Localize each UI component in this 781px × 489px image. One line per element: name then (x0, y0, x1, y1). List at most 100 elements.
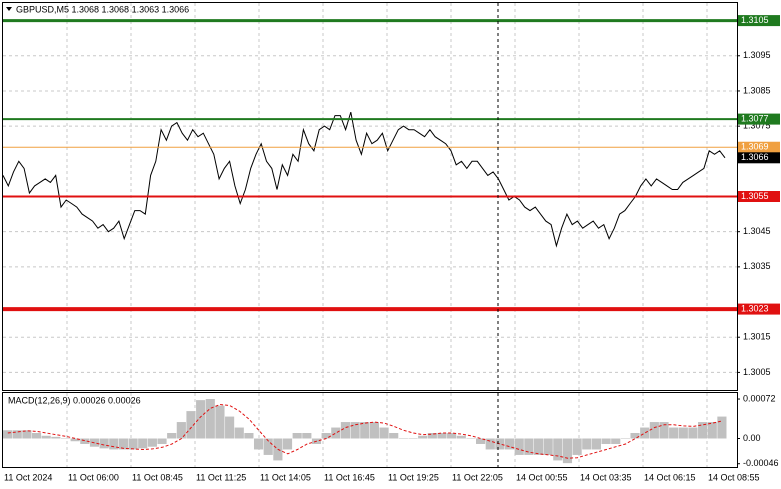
x-tick-label: 11 Oct 08:45 (132, 472, 183, 482)
histogram-bar (620, 438, 630, 439)
histogram-bar (22, 430, 32, 439)
level-label: 1.3055 (741, 191, 769, 201)
histogram-bar (553, 438, 563, 461)
histogram-bar (447, 433, 457, 439)
level-label-box (738, 191, 780, 202)
histogram-bar (514, 438, 524, 455)
x-tick-label: 14 Oct 00:55 (516, 472, 568, 482)
level-label: 1.3069 (741, 142, 769, 152)
price-panel-border (2, 2, 738, 391)
current-price-box (738, 152, 780, 164)
histogram-bar (340, 422, 351, 439)
histogram-bar (369, 422, 379, 439)
histogram-bar (717, 416, 727, 439)
histogram-bar (678, 427, 688, 439)
histogram-bar (360, 422, 370, 439)
x-tick-label: 11 Oct 14:05 (260, 472, 311, 482)
histogram-bar (495, 438, 505, 450)
histogram-bar (485, 438, 495, 450)
x-tick-label: 14 Oct 03:35 (580, 472, 632, 482)
main-layer (2, 19, 737, 464)
x-tick-label: 11 Oct 11:25 (196, 472, 246, 482)
histogram-bar (3, 430, 13, 439)
histogram-bar (379, 427, 389, 439)
signal-line (7, 403, 723, 459)
histogram-bar (437, 433, 447, 439)
y-tick-label: 1.3045 (743, 226, 771, 236)
y-tick-label: 0.00072 (743, 393, 776, 403)
macd-title: MACD(12,26,9) 0.00026 0.00026 (8, 395, 141, 405)
histogram-bar (630, 433, 640, 439)
histogram-bar (389, 433, 399, 439)
histogram-bar (263, 438, 273, 455)
histogram-bar (543, 438, 553, 455)
histogram-bar (562, 438, 573, 464)
histogram-bar (418, 435, 428, 439)
histogram-bar (147, 438, 157, 447)
histogram-bar (41, 435, 51, 439)
histogram-bar (234, 427, 244, 439)
histogram-bar (138, 438, 148, 449)
level-label-box (738, 141, 780, 153)
histogram-bar (427, 433, 437, 439)
level-label-box (738, 113, 780, 125)
x-tick-label: 11 Oct 16:45 (324, 472, 375, 482)
y-tick-label: -0.00046 (743, 458, 779, 468)
histogram-bar (31, 433, 42, 439)
x-tick-label: 14 Oct 08:55 (708, 472, 760, 482)
histogram-bar (331, 427, 341, 439)
histogram-bar (60, 438, 71, 439)
level-label: 1.3023 (741, 303, 769, 313)
histogram-bar (70, 438, 80, 442)
y-tick-label: 1.3085 (743, 85, 771, 95)
histogram-bar (225, 416, 235, 439)
histogram-bar (611, 438, 621, 444)
histogram-bar (398, 438, 408, 439)
histogram-bar (408, 438, 418, 439)
x-tick-label: 11 Oct 06:00 (68, 472, 119, 482)
y-tick-label: 0.00 (743, 433, 761, 443)
histogram-bar (466, 438, 476, 439)
level-label-box (738, 15, 780, 27)
level-label-box (738, 303, 780, 315)
x-tick-label: 14 Oct 06:15 (644, 472, 696, 482)
histogram-bar (688, 427, 698, 439)
histogram-bar (205, 399, 215, 439)
histogram-bar (118, 438, 128, 450)
histogram-bar (476, 438, 486, 444)
histogram-bar (109, 438, 119, 450)
x-tick-label: 11 Oct 19:25 (388, 472, 439, 482)
y-tick-label: 1.3035 (743, 261, 771, 271)
histogram-bar (253, 438, 264, 450)
histogram-bar (99, 438, 109, 449)
histogram-bar (244, 433, 254, 439)
histogram-bar (572, 438, 582, 455)
level-label: 1.3077 (741, 113, 769, 123)
macd-panel-border (2, 392, 738, 468)
histogram-bar (640, 427, 650, 439)
histogram-bar (80, 438, 90, 444)
histogram-bar (302, 433, 312, 439)
histogram-bar (186, 411, 196, 439)
histogram-bar (659, 422, 669, 439)
x-tick-label: 11 Oct 22:05 (452, 472, 503, 482)
histogram-bar (350, 422, 360, 439)
chart-title: GBPUSD,M5 1.3068 1.3068 1.3063 1.3066 (16, 4, 189, 14)
histogram-bar (321, 433, 331, 439)
histogram-bar (12, 430, 22, 439)
histogram-bar (524, 438, 534, 455)
current-price-label: 1.3066 (741, 152, 769, 162)
histogram-bar (51, 436, 61, 439)
menu-triangle (6, 7, 12, 11)
histogram-bar (215, 405, 225, 439)
histogram-bar (504, 438, 515, 450)
histogram-bar (292, 433, 302, 439)
histogram-bar (282, 438, 293, 450)
histogram-bar (157, 438, 167, 444)
histogram-bar (582, 438, 592, 450)
histogram-bar (601, 438, 611, 444)
histogram-bar (128, 438, 138, 450)
histogram-bar (591, 438, 602, 450)
